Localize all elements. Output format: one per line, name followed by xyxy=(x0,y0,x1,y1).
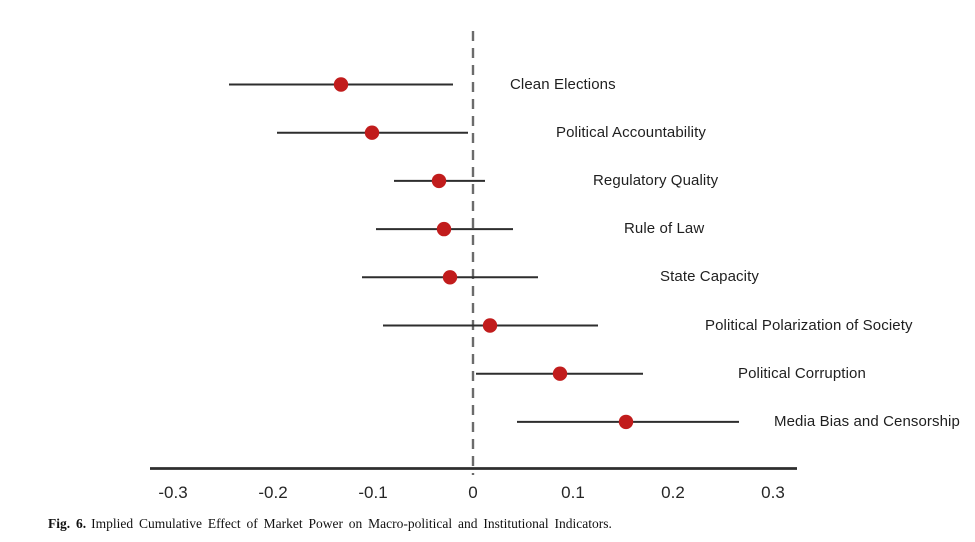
x-tick-label: 0.2 xyxy=(661,483,685,502)
x-tick-label: -0.3 xyxy=(158,483,188,502)
row-label: Clean Elections xyxy=(510,75,616,93)
x-tick-label: 0.1 xyxy=(561,483,585,502)
figure-caption: Fig. 6. Implied Cumulative Effect of Mark… xyxy=(48,514,708,534)
x-tick-label: -0.2 xyxy=(258,483,288,502)
estimate-dot xyxy=(431,173,447,189)
estimate-dot xyxy=(618,414,634,430)
estimate-dot xyxy=(436,221,452,237)
forest-plot-figure: Clean Elections Political Accountability R… xyxy=(40,16,975,542)
x-tick-label: 0.3 xyxy=(761,483,785,502)
row-label: Media Bias and Censorship xyxy=(774,413,960,431)
estimate-dot xyxy=(482,318,498,333)
estimate-dot xyxy=(442,270,458,285)
row-label: Political Accountability xyxy=(556,123,706,141)
plot-area xyxy=(150,31,797,475)
caption-figure-number: Fig. 6. xyxy=(48,516,87,531)
caption-text: Implied Cumulative Effect of Market Powe… xyxy=(91,516,612,531)
estimate-dot xyxy=(333,77,349,92)
row-label: State Capacity xyxy=(660,268,759,286)
row-label: Political Polarization of Society xyxy=(705,316,913,334)
x-tick-label: 0 xyxy=(468,483,478,502)
row-label: Rule of Law xyxy=(624,220,705,238)
x-tick-label: -0.1 xyxy=(358,483,388,502)
row-label: Regulatory Quality xyxy=(593,172,719,190)
estimate-dot xyxy=(364,125,380,140)
estimate-dot xyxy=(552,366,568,381)
row-label: Political Corruption xyxy=(738,364,866,382)
